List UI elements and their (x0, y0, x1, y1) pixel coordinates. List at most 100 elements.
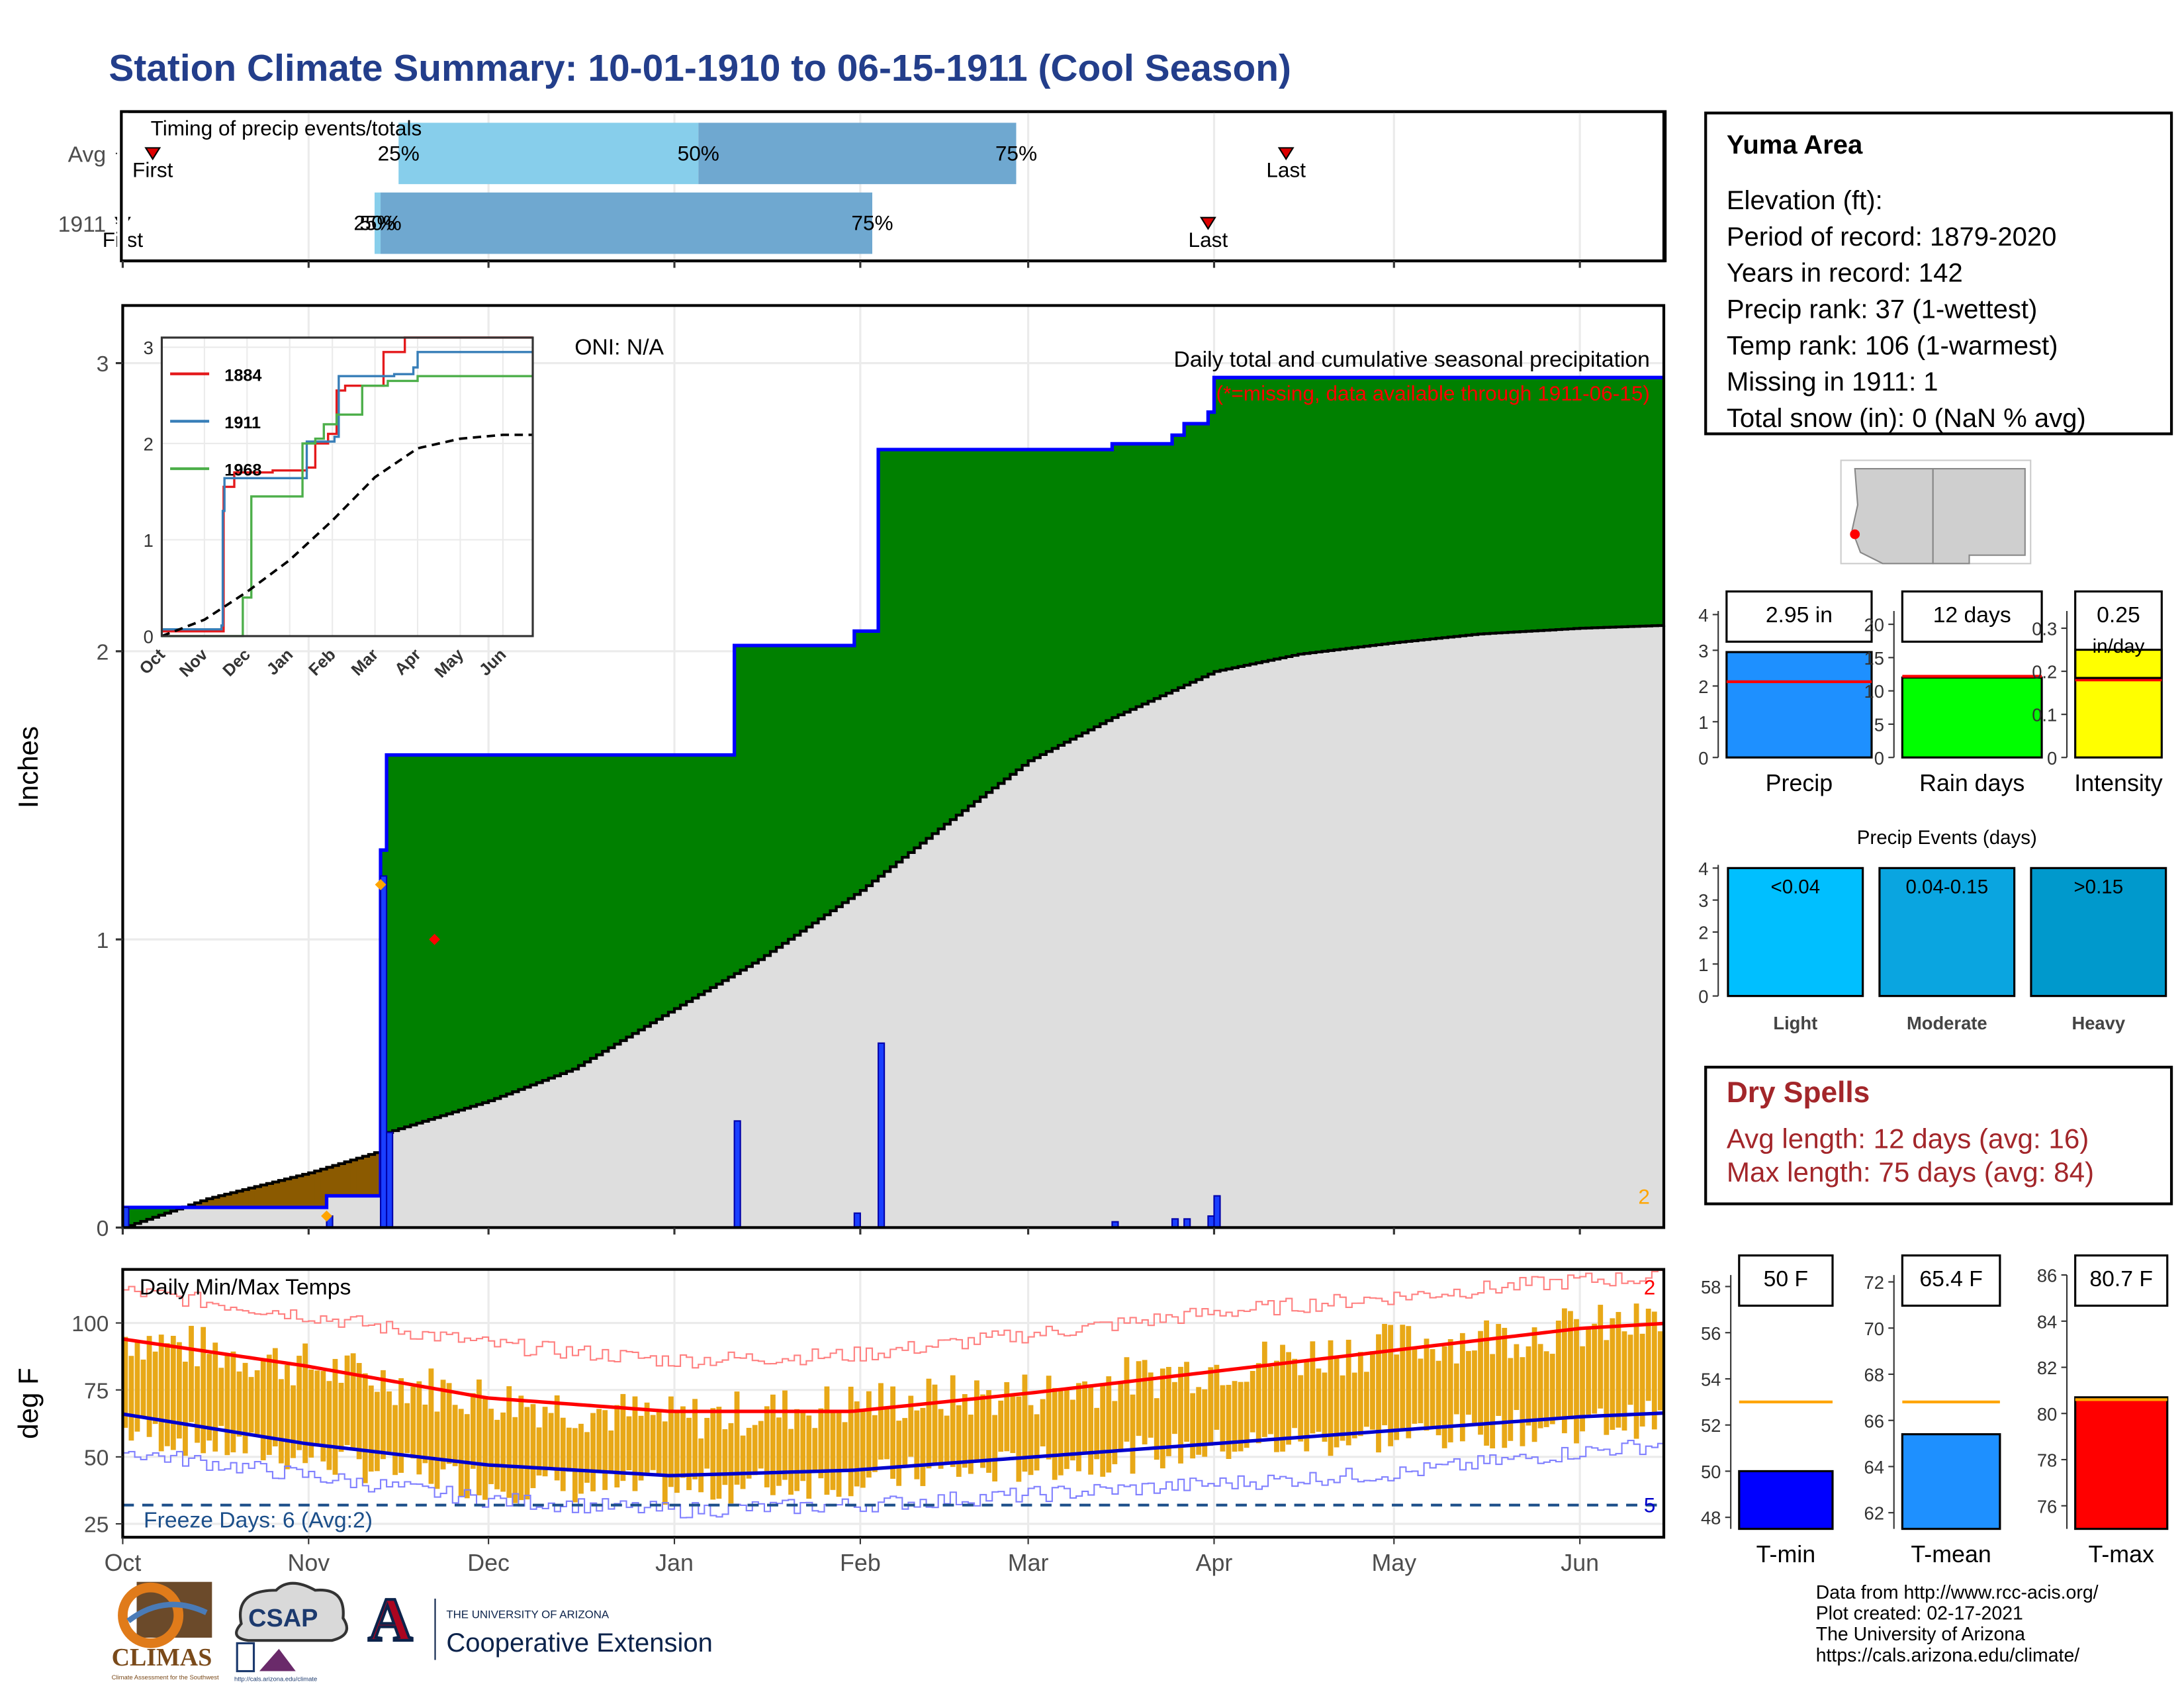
surplus-area (470, 755, 477, 1107)
daily-temp-bar (968, 1415, 974, 1474)
surplus-area (938, 449, 945, 829)
daily-temp-bar (1064, 1389, 1069, 1470)
daily-temp-bar (1178, 1366, 1183, 1464)
surplus-area (1633, 377, 1641, 627)
station-name: Yuma Area (1726, 131, 1863, 161)
daily-temp-bar (872, 1415, 878, 1472)
surplus-area (488, 755, 495, 1101)
surplus-area (776, 645, 783, 948)
daily-temp-bar (368, 1385, 374, 1472)
tmax-chart: 76 78 80 82 84 86 80.7 F T-max (2037, 1254, 2169, 1568)
month-label: Nov (287, 1550, 330, 1576)
daily-temp-bar (170, 1335, 176, 1450)
category-label: Rain days (1919, 770, 2025, 796)
timing-marker-label: Last (1266, 158, 1306, 182)
small-y-label: 0.2 (2032, 662, 2057, 682)
credit-line: https://cals.arizona.edu/climate/ (1815, 1644, 2080, 1666)
daily-temp-bar (1202, 1389, 1208, 1457)
daily-temp-bar (806, 1415, 812, 1499)
timing-marker (144, 147, 161, 161)
surplus-area (1340, 377, 1347, 649)
rain_days-chart: 0 5 10 15 20 12 days Rain days (1864, 590, 2043, 796)
surplus-area (728, 755, 735, 978)
category-label: T-min (1756, 1541, 1816, 1568)
daily-temp-bar (1022, 1374, 1028, 1472)
surplus-area (1064, 449, 1071, 743)
surplus-area (1435, 377, 1443, 639)
surplus-area (416, 755, 424, 1123)
surplus-area (656, 755, 663, 1019)
daily-temp-bar (1220, 1385, 1226, 1452)
daily-temp-bar (1406, 1326, 1412, 1438)
event-category: Moderate (1907, 1013, 1987, 1033)
ua-logo: A THE UNIVERSITY OF ARIZONA Cooperative … (362, 1585, 713, 1660)
daily-temp-bar (950, 1375, 956, 1468)
temp-y-label: 75 (84, 1378, 109, 1403)
small-y-label: 0 (1698, 748, 1708, 769)
daily-temp-bar (674, 1411, 680, 1493)
daily-temp-bar (212, 1342, 218, 1452)
surplus-area (572, 755, 579, 1070)
credit-line: Plot created: 02-17-2021 (1815, 1603, 2023, 1624)
daily-temp-bar (1184, 1362, 1189, 1442)
daily-temp-bar (1255, 1363, 1261, 1444)
surplus-area (1555, 377, 1563, 630)
month-label: Jan (655, 1550, 694, 1576)
surplus-area (842, 645, 849, 903)
surplus-area (410, 755, 418, 1125)
surplus-area (506, 755, 514, 1094)
ua-big-text: Cooperative Extension (446, 1628, 713, 1658)
surplus-area (1088, 449, 1095, 730)
surplus-area (146, 1207, 154, 1219)
surplus-area (1010, 449, 1017, 774)
csap-logo: CSAP http://cals.arizona.edu/climate (234, 1581, 349, 1683)
surplus-area (170, 1207, 177, 1211)
inset-series-line (161, 433, 533, 637)
surplus-area (818, 645, 825, 919)
daily-temp-bar (1651, 1311, 1657, 1430)
daily-temp-bar (704, 1417, 710, 1469)
value-label: 2.95 in (1766, 602, 1833, 628)
surplus-area (1214, 377, 1221, 672)
surplus-area (962, 449, 969, 811)
value-label: 50 F (1764, 1266, 1808, 1291)
daily-temp-bar (477, 1379, 482, 1496)
daily-temp-bar (1070, 1399, 1075, 1461)
surplus-area (1232, 377, 1239, 668)
surplus-area (896, 449, 903, 863)
deficit-area (338, 1163, 345, 1196)
credit-line: The University of Arizona (1815, 1623, 2025, 1645)
daily-temp-bar (230, 1351, 236, 1452)
daily-temp-bar (332, 1358, 338, 1475)
daily-temp-bar (518, 1395, 524, 1501)
value-unit: in/day (2093, 635, 2145, 657)
normal-min-line (122, 1411, 1664, 1477)
deficit-area (201, 1201, 207, 1207)
surplus-area (932, 449, 939, 834)
small-y-label: 72 (1864, 1272, 1884, 1293)
events-y-label: 0 (1698, 986, 1708, 1007)
daily-temp-bar (560, 1417, 566, 1491)
daily-temp-bar (1639, 1333, 1645, 1427)
daily-temp-bar (134, 1340, 140, 1432)
surplus-area (1016, 449, 1023, 770)
daily-temp-bar (1537, 1344, 1543, 1429)
surplus-area (968, 449, 975, 806)
y-tick-label: 3 (97, 352, 109, 377)
month-label: Mar (1008, 1550, 1049, 1576)
temp-border (121, 1268, 1666, 1539)
arizona-shape (1851, 467, 1934, 565)
surplus-area (1406, 377, 1413, 641)
daily-temp-bar (728, 1423, 734, 1504)
surplus-area (422, 755, 430, 1121)
daily-temp-bar (387, 1391, 392, 1452)
daily-temp-bar (1274, 1360, 1279, 1452)
daily-temp-bar (650, 1415, 656, 1470)
daily-temp-bar (980, 1394, 985, 1468)
surplus-area (878, 449, 885, 876)
daily-precip-bar (386, 1131, 394, 1229)
daily-temp-bar (254, 1370, 260, 1435)
surplus-area (1531, 377, 1539, 632)
small-y-label: 0 (2047, 748, 2057, 769)
surplus-area (980, 449, 987, 797)
